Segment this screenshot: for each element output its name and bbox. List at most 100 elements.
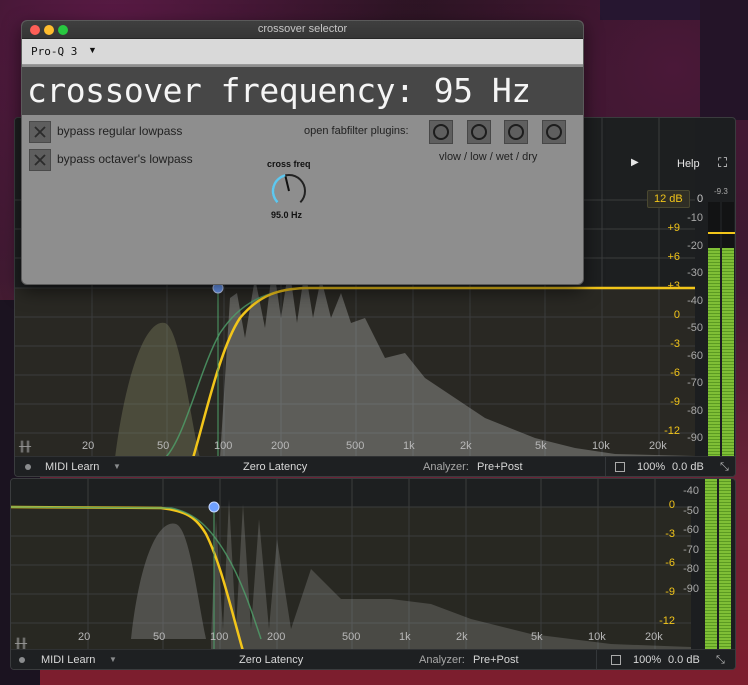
open-dry-button[interactable]	[542, 120, 566, 144]
circle-icon	[508, 124, 524, 140]
axis-tick: -40	[687, 294, 703, 307]
freq-tick: 50	[157, 440, 170, 452]
analyzer-pre-top	[115, 322, 200, 458]
eq-bottom-display[interactable]: ╫╫	[11, 479, 691, 651]
analyzer-selector[interactable]: Pre+Post	[477, 461, 523, 473]
knob-dial-icon	[271, 174, 306, 204]
zoom-value[interactable]: 100%	[633, 654, 662, 666]
zoom-value[interactable]: 100%	[637, 461, 666, 473]
freq-tick: 100	[214, 440, 233, 452]
circle-icon	[546, 124, 562, 140]
help-button[interactable]: Help	[677, 158, 700, 170]
latency-selector[interactable]: Zero Latency	[239, 654, 304, 666]
eq-band-curve-bottom	[11, 506, 262, 640]
bypass-octaver-label: bypass octaver's lowpass	[57, 152, 193, 166]
minimize-button[interactable]	[44, 25, 54, 35]
output-icon[interactable]	[611, 655, 621, 665]
output-zero-label: 0	[697, 193, 704, 205]
axis-tick: -10	[687, 212, 703, 224]
cross-freq-knob[interactable]: cross freq 95.0 Hz	[262, 159, 322, 223]
axis-tick: -90	[683, 582, 699, 595]
axis-tick: -50	[687, 322, 703, 334]
x-icon	[34, 154, 46, 166]
open-wet-button[interactable]	[504, 120, 528, 144]
output-meter-top	[708, 202, 735, 458]
axis-tick: -9	[665, 586, 675, 598]
analyzer-pre-bottom	[131, 523, 206, 639]
eq-band-node-bottom[interactable]	[208, 501, 220, 513]
axis-tick: -20	[687, 239, 703, 252]
output-range-selector[interactable]: 12 dB	[647, 190, 690, 208]
fullscreen-icon[interactable]: ⛶	[718, 155, 728, 170]
freq-tick: 10k	[592, 440, 610, 452]
axis-tick: -12	[659, 615, 675, 627]
eq-top-display[interactable]: ╫╫	[15, 118, 695, 458]
axis-tick: -80	[687, 404, 703, 417]
eq-window-bottom: ╫╫ 20 50 100 200 500 1k 2k 5k 10k 20k 0 -3 -6 -9 -12 …	[10, 478, 736, 670]
axis-tick: -3	[665, 528, 675, 540]
caret-down-icon[interactable]: ▼	[88, 45, 97, 55]
freq-tick: 5k	[535, 440, 547, 452]
axis-tick: -90	[687, 432, 703, 444]
plugin-buttons-caption: vlow / low / wet / dry	[439, 151, 538, 163]
freq-tick: 20k	[645, 631, 663, 643]
midi-learn-button[interactable]: MIDI Learn	[41, 654, 96, 666]
axis-tick: +9	[667, 222, 680, 234]
midi-dot-icon	[25, 464, 31, 470]
meter-peak-value: -9.3	[714, 187, 728, 196]
output-gain[interactable]: 0.0 dB	[672, 461, 704, 473]
analyzer-label: Analyzer:	[419, 654, 465, 666]
freq-tick: 2k	[460, 440, 472, 452]
resize-icon[interactable]: ⤡	[716, 654, 725, 666]
analyzer-selector[interactable]: Pre+Post	[473, 654, 519, 666]
midi-dot-icon	[19, 657, 25, 663]
output-gain[interactable]: 0.0 dB	[668, 654, 700, 666]
axis-tick: -80	[683, 563, 699, 575]
freq-tick: 2k	[456, 631, 468, 643]
axis-tick: -30	[687, 267, 703, 279]
knob-value: 95.0 Hz	[271, 210, 303, 220]
play-icon[interactable]: ▶	[631, 157, 639, 168]
eq-footer-top: MIDI Learn ▼ Zero Latency Analyzer: Pre+…	[15, 456, 735, 476]
output-icon[interactable]	[615, 462, 625, 472]
plugin-selector[interactable]: Pro-Q 3	[31, 45, 78, 58]
bypass-octaver-toggle[interactable]	[29, 149, 51, 171]
open-plugins-label: open fabfilter plugins:	[304, 125, 409, 137]
open-vlow-button[interactable]	[429, 120, 453, 144]
circle-icon	[433, 124, 449, 140]
latency-selector[interactable]: Zero Latency	[243, 461, 308, 473]
chevron-down-icon[interactable]: ▼	[113, 462, 121, 471]
eq-footer-bottom: MIDI Learn ▼ Zero Latency Analyzer: Pre+…	[11, 649, 735, 669]
axis-tick: -50	[683, 504, 699, 517]
freq-tick: 100	[210, 631, 229, 643]
analyzer-label: Analyzer:	[423, 461, 469, 473]
title-bar[interactable]: crossover selector	[22, 21, 583, 39]
knob-title: cross freq	[267, 159, 311, 169]
meter-peak-line	[708, 232, 735, 234]
open-low-button[interactable]	[467, 120, 491, 144]
axis-tick: -60	[683, 524, 699, 536]
resize-icon[interactable]: ⤡	[720, 461, 729, 473]
midi-learn-button[interactable]: MIDI Learn	[45, 461, 100, 473]
freq-tick: 50	[153, 631, 166, 643]
bypass-regular-toggle[interactable]	[29, 121, 51, 143]
bypass-regular-label: bypass regular lowpass	[57, 124, 183, 138]
axis-tick: -60	[687, 349, 703, 362]
piano-icon-bottom[interactable]: ╫╫	[14, 637, 28, 650]
zoom-button[interactable]	[58, 25, 68, 35]
freq-tick: 500	[346, 440, 365, 452]
output-meter-bottom	[705, 479, 735, 651]
freq-tick: 20	[82, 440, 95, 452]
close-button[interactable]	[30, 25, 40, 35]
eq-curve-top	[191, 286, 695, 458]
axis-tick: 0	[673, 309, 680, 321]
plugin-menu[interactable]: Pro-Q 3 ▼	[22, 39, 583, 65]
axis-tick: -70	[683, 543, 699, 556]
freq-tick: 1k	[399, 631, 411, 643]
freq-tick: 10k	[588, 631, 606, 643]
piano-icon-top[interactable]: ╫╫	[18, 440, 32, 453]
freq-tick: 20	[78, 631, 91, 643]
axis-tick: -6	[665, 557, 675, 569]
circle-icon	[471, 124, 487, 140]
chevron-down-icon[interactable]: ▼	[109, 655, 117, 664]
